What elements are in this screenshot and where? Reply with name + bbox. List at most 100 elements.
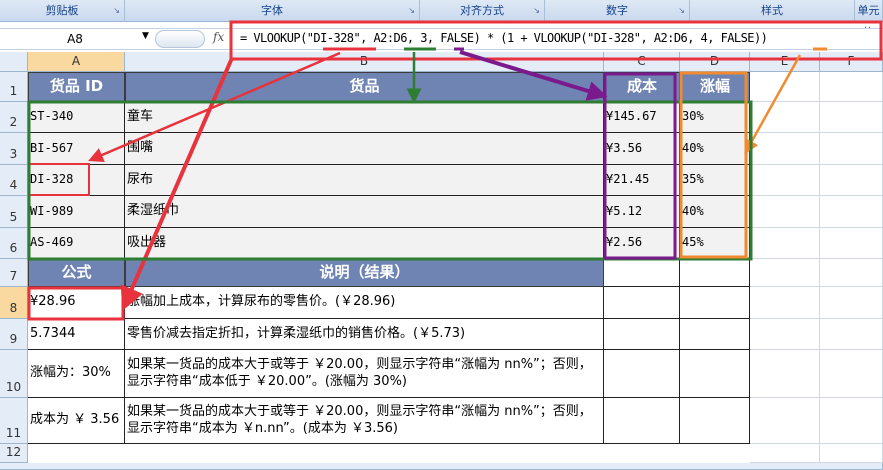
empty-cell[interactable] [820, 259, 883, 287]
row-header[interactable]: 6 [0, 228, 28, 259]
empty-cell[interactable] [750, 287, 820, 319]
table-cell[interactable]: 童车 [125, 102, 604, 133]
description-cell[interactable]: 如果某一货品的成本大于或等于 ￥20.00，则显示字符串“涨幅为 nn%”；否则… [125, 350, 604, 398]
empty-cell[interactable] [820, 444, 883, 463]
formula-result-cell[interactable]: ¥28.96 [28, 287, 125, 319]
formula-bar: A8 ▼ fx = VLOOKUP("DI-328", A2:D6, 3, FA… [0, 28, 883, 50]
formula-header-cell[interactable]: 公式 [28, 259, 125, 287]
table-cell[interactable]: BI-567 [28, 133, 125, 165]
empty-cell[interactable] [680, 319, 750, 350]
empty-cell[interactable] [680, 287, 750, 319]
table-cell[interactable]: AS-469 [28, 228, 125, 259]
name-box[interactable]: A8 [67, 32, 83, 46]
row-header[interactable]: 7 [0, 259, 28, 287]
empty-cell[interactable] [820, 165, 883, 196]
table-cell[interactable]: 40% [680, 196, 750, 228]
column-header[interactable]: A [28, 52, 125, 72]
description-cell[interactable]: 如果某一货品的成本大于或等于 ￥20.00，则显示字符串“涨幅为 nn%”；否则… [125, 398, 604, 444]
table-cell[interactable]: 40% [680, 133, 750, 165]
empty-cell[interactable] [820, 228, 883, 259]
empty-cell[interactable] [750, 228, 820, 259]
table-cell[interactable]: ¥5.12 [604, 196, 680, 228]
formula-input[interactable]: = VLOOKUP("DI-328", A2:D6, 3, FALSE) * (… [240, 31, 768, 45]
row-header[interactable]: 12 [0, 444, 28, 463]
table-cell[interactable]: ¥2.56 [604, 228, 680, 259]
name-box-dropdown-icon[interactable]: ▼ [142, 31, 149, 41]
empty-cell[interactable] [820, 287, 883, 319]
table-header-cell[interactable]: 成本 [604, 72, 680, 102]
table-header-cell[interactable]: 涨幅 [680, 72, 750, 102]
row-header[interactable]: 2 [0, 102, 28, 133]
empty-cell[interactable] [604, 350, 680, 398]
formula-result-cell[interactable]: 涨幅为：30% [28, 350, 125, 398]
column-header[interactable]: B [125, 52, 604, 72]
row-header[interactable]: 8 [0, 287, 28, 319]
empty-cell[interactable] [750, 196, 820, 228]
empty-cell[interactable] [750, 72, 820, 102]
empty-cell[interactable] [750, 398, 820, 444]
table-cell[interactable]: 45% [680, 228, 750, 259]
empty-cell[interactable] [820, 196, 883, 228]
ribbon-group-label: 字体 [261, 4, 283, 17]
empty-cell[interactable] [820, 398, 883, 444]
empty-cell[interactable] [750, 350, 820, 398]
formula-result-cell[interactable]: 成本为 ￥ 3.56 [28, 398, 125, 444]
empty-cell[interactable] [680, 398, 750, 444]
table-header-cell[interactable]: 货品 [125, 72, 604, 102]
row-header[interactable]: 10 [0, 350, 28, 398]
empty-cell[interactable] [820, 133, 883, 165]
empty-cell[interactable] [750, 444, 820, 463]
insert-function-icon[interactable]: fx [213, 30, 225, 44]
table-cell[interactable]: ¥21.45 [604, 165, 680, 196]
dialog-launcher-icon[interactable]: ↘ [113, 6, 120, 15]
column-header[interactable]: C [604, 52, 680, 72]
row-header [0, 463, 883, 470]
empty-cell[interactable] [750, 259, 820, 287]
description-cell[interactable]: 零售价减去指定折扣，计算柔湿纸巾的销售价格。(￥5.73) [125, 319, 604, 350]
formula-result-cell[interactable]: 5.7344 [28, 319, 125, 350]
empty-cell[interactable] [604, 259, 680, 287]
empty-cell[interactable] [750, 319, 820, 350]
row-header[interactable]: 4 [0, 165, 28, 196]
column-header[interactable]: D [680, 52, 750, 72]
table-header-cell[interactable]: 货品 ID [28, 72, 125, 102]
table-cell[interactable]: ¥145.67 [604, 102, 680, 133]
empty-cell[interactable] [680, 350, 750, 398]
row-header[interactable]: 1 [0, 72, 28, 102]
row-header[interactable]: 9 [0, 319, 28, 350]
empty-cell[interactable] [604, 398, 680, 444]
formula-bar-splitter[interactable] [155, 30, 205, 48]
table-cell[interactable]: 柔湿纸巾 [125, 196, 604, 228]
select-all-button[interactable] [0, 52, 28, 72]
empty-cell[interactable] [750, 133, 820, 165]
table-cell[interactable]: WI-989 [28, 196, 125, 228]
row-header[interactable]: 3 [0, 133, 28, 165]
column-header[interactable]: E [750, 52, 820, 72]
empty-cell[interactable] [820, 319, 883, 350]
description-header-cell[interactable]: 说明（结果） [125, 259, 604, 287]
table-cell[interactable]: 吸出器 [125, 228, 604, 259]
dialog-launcher-icon[interactable]: ↘ [678, 6, 685, 15]
ribbon-group-2: 对齐方式 ↘ [420, 0, 545, 22]
table-cell[interactable]: DI-328 [28, 165, 125, 196]
table-cell[interactable]: 围嘴 [125, 133, 604, 165]
dialog-launcher-icon[interactable]: ↘ [408, 6, 415, 15]
table-cell[interactable]: 35% [680, 165, 750, 196]
column-header[interactable]: F [820, 52, 883, 72]
empty-cell[interactable] [750, 165, 820, 196]
empty-cell[interactable] [820, 102, 883, 133]
empty-cell[interactable] [820, 350, 883, 398]
empty-cell[interactable] [680, 259, 750, 287]
table-cell[interactable]: 尿布 [125, 165, 604, 196]
description-cell[interactable]: 涨幅加上成本，计算尿布的零售价。(￥28.96) [125, 287, 604, 319]
row-header[interactable]: 11 [0, 398, 28, 444]
dialog-launcher-icon[interactable]: ↘ [533, 6, 540, 15]
table-cell[interactable]: ST-340 [28, 102, 125, 133]
table-cell[interactable]: 30% [680, 102, 750, 133]
table-cell[interactable]: ¥3.56 [604, 133, 680, 165]
empty-cell[interactable] [604, 319, 680, 350]
empty-cell[interactable] [750, 102, 820, 133]
empty-cell[interactable] [820, 72, 883, 102]
row-header[interactable]: 5 [0, 196, 28, 228]
empty-cell[interactable] [604, 287, 680, 319]
